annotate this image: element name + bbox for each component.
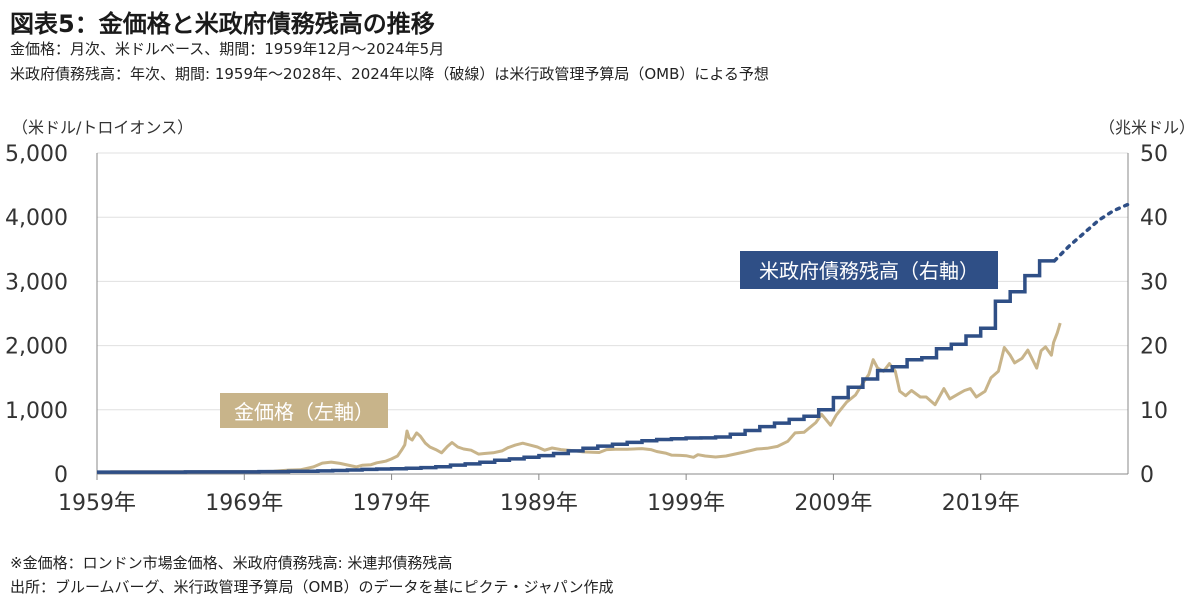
gold-legend-text: 金価格（左軸） <box>234 400 374 424</box>
left-axis-unit-label: （米ドル/トロイオンス） <box>12 118 193 137</box>
debt-legend-label: 米政府債務残高（右軸） <box>740 251 998 289</box>
subtitle-debt: 米政府債務残高：年次、期間: 1959年～2028年、2024年以降（破線）は米… <box>10 65 769 83</box>
gold-price-line <box>110 322 1062 474</box>
right-axis-tick-label: 20 <box>1140 335 1168 360</box>
left-axis-tick-label: 5,000 <box>5 142 68 167</box>
subtitle-gold: 金価格：月次、米ドルベース、期間：1959年12月～2024年5月 <box>10 40 445 58</box>
footnote: ※金価格：ロンドン市場金価格、米政府債務残高: 米連邦債務残高 <box>10 554 453 572</box>
x-axis-tick-label: 2009年 <box>794 491 872 516</box>
x-axis-tick-label: 2019年 <box>942 491 1020 516</box>
debt-legend-text: 米政府債務残高（右軸） <box>759 259 979 283</box>
x-axis-tick-label: 1979年 <box>353 491 431 516</box>
left-axis-tick-label: 2,000 <box>5 335 68 360</box>
x-axis-tick-label: 1999年 <box>647 491 725 516</box>
x-axis-tick-label: 1969年 <box>205 491 283 516</box>
right-axis-tick-label: 10 <box>1140 399 1168 424</box>
right-axis-tick-label: 50 <box>1140 142 1168 167</box>
right-axis-tick-label: 30 <box>1140 270 1168 295</box>
right-axis-tick-label: 0 <box>1140 463 1154 488</box>
right-axis-unit-label: （兆米ドル） <box>1099 118 1195 137</box>
x-axis-tick-label: 1959年 <box>58 491 136 516</box>
x-axis-tick-label: 1989年 <box>500 491 578 516</box>
debt-forecast-line <box>1052 202 1130 263</box>
debt-actual-line <box>97 259 1055 474</box>
left-axis-tick-label: 4,000 <box>5 206 68 231</box>
left-axis-tick-label: 0 <box>54 463 68 488</box>
left-axis-tick-label: 1,000 <box>5 399 68 424</box>
gold-legend-label: 金価格（左軸） <box>220 393 388 428</box>
left-axis-tick-label: 3,000 <box>5 270 68 295</box>
right-axis-tick-label: 40 <box>1140 206 1168 231</box>
chart-title: 図表5：金価格と米政府債務残高の推移 <box>10 10 435 38</box>
source-note: 出所：ブルームバーグ、米行政管理予算局（OMB）のデータを基にピクテ・ジャパン作… <box>10 578 614 596</box>
